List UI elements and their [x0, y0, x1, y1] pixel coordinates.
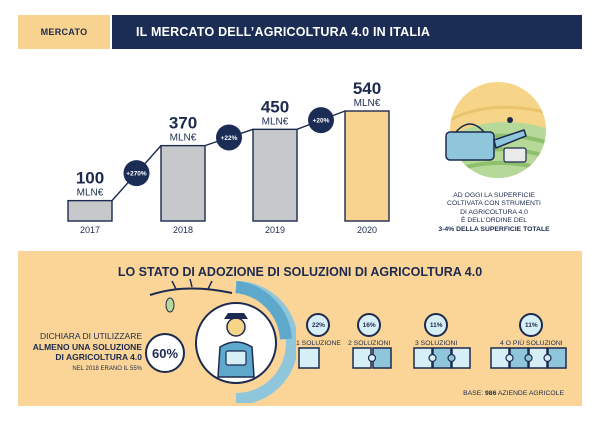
declare-line: DICHIARA DI UTILIZZARE	[39, 331, 142, 341]
field-illustration	[445, 82, 546, 178]
solution-label: 4 O PIÙ SOLUZIONI	[500, 340, 563, 347]
solution-pct: 16%	[357, 313, 382, 337]
solution-2: 16% 2 SOLUZIONI	[348, 313, 390, 347]
adoption-panel: LO STATO DI ADOZIONE DI SOLUZIONI DI AGR…	[18, 251, 582, 406]
growth-label: +22%	[221, 135, 238, 142]
declare-line: ALMENO UNA SOLUZIONE	[32, 341, 142, 352]
solution-label: 1 SOLUZIONE	[296, 340, 341, 347]
bar-2019	[252, 128, 298, 222]
tick-label: 2019	[265, 225, 285, 235]
land-note-line: È DELL’ORDINE DEL	[460, 217, 528, 225]
base-prefix: BASE:	[463, 390, 484, 397]
unit-label: MLN€	[262, 116, 289, 127]
land-note-line: AD OGGI LA SUPERFICIE	[453, 192, 535, 199]
solution-1: 22% 1 SOLUZIONE	[296, 313, 341, 347]
section-tag: MERCATO	[18, 15, 110, 49]
solution-4: 11% 4 O PIÙ SOLUZIONI	[500, 313, 563, 347]
land-note-highlight: 3-4% DELLA SUPERFICIE TOTALE	[438, 225, 550, 233]
solution-pct: 11%	[424, 313, 449, 337]
growth-label: +20%	[313, 117, 330, 124]
growth-badge	[308, 107, 334, 134]
puzzle-1-piece	[298, 347, 320, 369]
market-bar-chart: 2017100MLN€2018370MLN€2019450MLN€2020540…	[67, 79, 390, 235]
solution-label: 2 SOLUZIONI	[348, 340, 391, 347]
puzzle-3-pieces	[413, 347, 471, 369]
land-note: AD OGGI LA SUPERFICIE COLTIVATA CON STRU…	[430, 192, 558, 234]
growth-label: +270%	[126, 170, 147, 177]
declare-previous: NEL 2018 ERANO IL 55%	[72, 365, 142, 372]
value-label: 370	[169, 114, 197, 133]
adoption-title: LO STATO DI ADOZIONE DI SOLUZIONI DI AGR…	[117, 265, 483, 279]
header: MERCATO IL MERCATO DELL’AGRICOLTURA 4.0 …	[0, 15, 600, 49]
unit-label: MLN€	[354, 98, 381, 109]
land-note-line: DI AGRICOLTURA 4.0	[460, 208, 528, 216]
declare-line: DI AGRICOLTURA 4.0	[55, 352, 142, 362]
solution-pct: 22%	[306, 313, 331, 337]
value-label: 450	[261, 97, 289, 116]
tick-label: 2018	[173, 225, 193, 235]
tick-label: 2020	[357, 225, 377, 235]
land-note-line: COLTIVATA CON STRUMENTI	[447, 200, 541, 208]
growth-badge	[216, 124, 242, 151]
bar-2017	[67, 199, 113, 222]
tick-label: 2017	[80, 225, 100, 235]
solution-3: 11% 3 SOLUZIONI	[415, 313, 457, 347]
bar-2018	[160, 144, 206, 222]
unit-label: MLN€	[77, 188, 104, 199]
value-label: 100	[76, 169, 104, 188]
declare-text: DICHIARA DI UTILIZZARE ALMENO UNA SOLUZI…	[32, 331, 142, 374]
unit-label: MLN€	[170, 133, 197, 144]
puzzle-4-pieces	[490, 347, 567, 369]
puzzle-2-pieces	[352, 347, 392, 369]
base-suffix: AZIENDE AGRICOLE	[497, 390, 564, 397]
page-title: IL MERCATO DELL’AGRICOLTURA 4.0 IN ITALI…	[112, 15, 582, 49]
solution-pct: 11%	[519, 313, 544, 337]
value-label: 540	[353, 79, 381, 98]
growth-badge	[123, 160, 150, 187]
farmer-illustration	[149, 279, 296, 403]
base-number: 986	[485, 390, 497, 397]
adoption-share: 60%	[145, 333, 185, 373]
solution-label: 3 SOLUZIONI	[415, 340, 458, 347]
bar-2020	[344, 110, 390, 222]
sample-base: BASE: 986 AZIENDE AGRICOLE	[463, 390, 564, 397]
